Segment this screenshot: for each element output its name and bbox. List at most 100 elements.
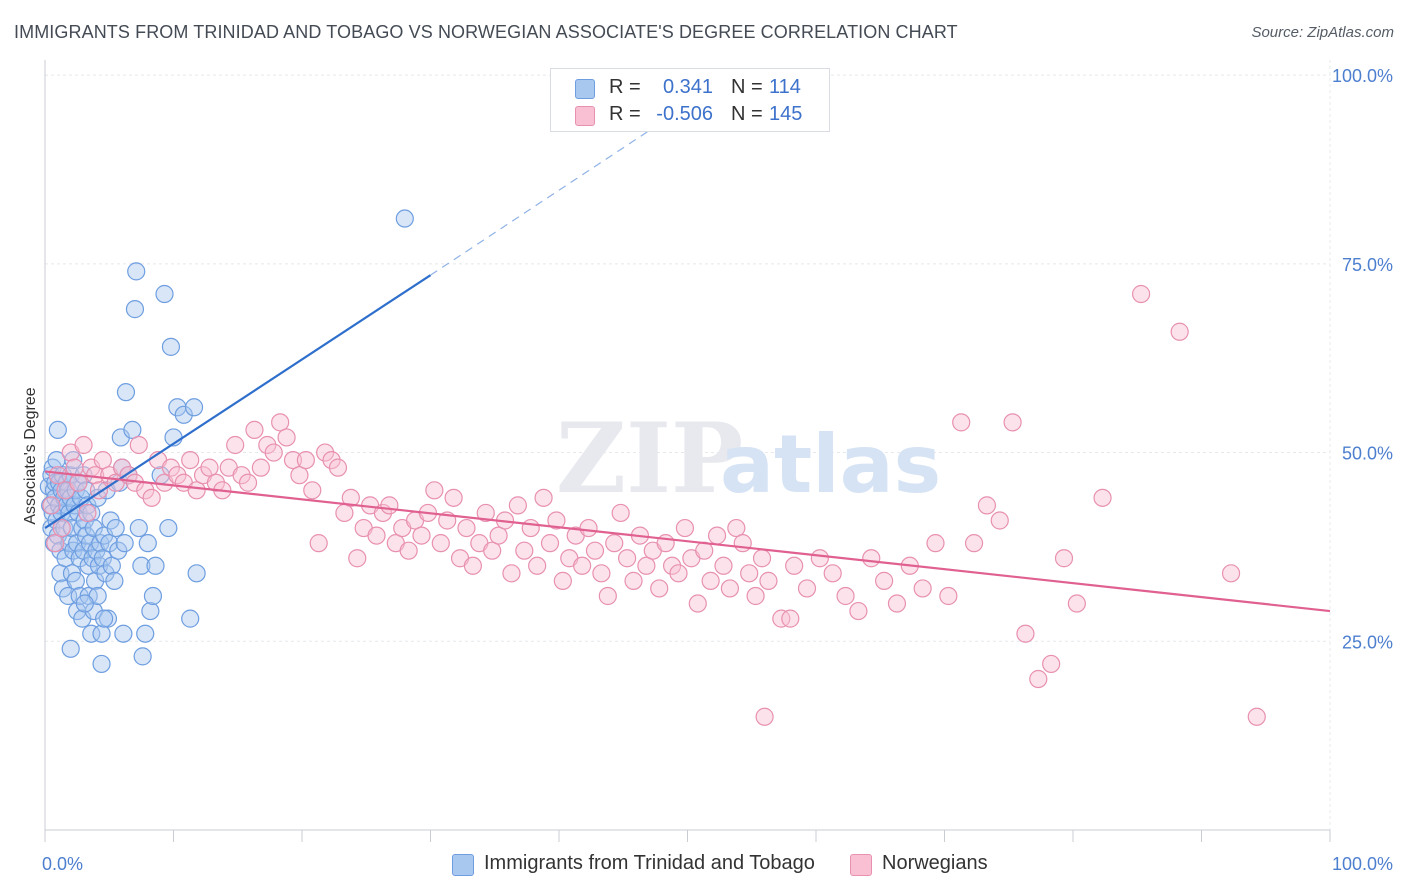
point-norwegian — [585, 541, 605, 560]
point-trinidad — [84, 518, 103, 538]
point-norwegian — [1132, 284, 1151, 304]
point-norwegian — [746, 586, 765, 606]
point-norwegian — [990, 511, 1009, 530]
point-trinidad — [86, 571, 105, 590]
point-norwegian — [810, 549, 829, 568]
point-trinidad — [82, 503, 101, 523]
point-norwegian — [348, 549, 367, 568]
point-norwegian — [168, 466, 187, 485]
point-trinidad — [125, 300, 145, 319]
source-credit: Source: ZipAtlas.com — [1251, 24, 1394, 41]
point-norwegian — [463, 556, 483, 575]
point-norwegian — [752, 549, 772, 568]
point-trinidad — [181, 609, 200, 628]
point-norwegian — [573, 556, 592, 575]
point-trinidad — [116, 383, 136, 402]
point-trinidad — [141, 601, 160, 621]
y-tick-label: 100.0% — [1332, 66, 1393, 86]
point-norwegian — [939, 586, 958, 606]
point-norwegian — [309, 534, 328, 553]
x-tick-label: 0.0% — [42, 854, 83, 874]
point-trinidad — [56, 549, 75, 568]
y-tick-label: 75.0% — [1342, 255, 1393, 275]
point-norwegian — [624, 571, 643, 590]
point-trinidad — [133, 647, 152, 666]
point-trinidad — [123, 420, 142, 440]
y-axis-label: Associate's Degree — [22, 387, 39, 524]
trend-line-norwegian — [44, 470, 1331, 613]
point-norwegian — [964, 534, 984, 553]
point-norwegian — [618, 549, 637, 568]
point-norwegian — [650, 579, 669, 598]
point-norwegian — [129, 435, 148, 455]
point-norwegian — [74, 435, 93, 455]
point-trinidad — [98, 609, 118, 628]
point-norwegian — [740, 564, 759, 583]
point-norwegian — [662, 556, 682, 575]
point-norwegian — [759, 571, 778, 590]
point-norwegian — [1170, 322, 1189, 341]
point-norwegian — [579, 518, 598, 538]
point-norwegian — [1016, 624, 1035, 643]
point-trinidad — [187, 564, 206, 583]
legend-swatch-trinidad — [575, 79, 595, 99]
point-norwegian — [277, 428, 296, 447]
point-norwegian — [367, 526, 386, 545]
point-trinidad — [129, 518, 148, 538]
point-trinidad — [80, 534, 100, 553]
point-trinidad — [146, 556, 165, 575]
point-norwegian — [341, 488, 360, 507]
point-norwegian — [46, 534, 65, 553]
legend-n-label: N = — [731, 103, 763, 125]
series-trinidad-points — [39, 209, 414, 674]
legend-r-label: R = — [609, 76, 641, 98]
point-trinidad — [395, 209, 414, 228]
point-norwegian — [952, 413, 971, 432]
point-norwegian — [238, 473, 258, 492]
point-norwegian — [534, 488, 553, 507]
point-norwegian — [720, 579, 740, 598]
point-norwegian — [785, 556, 804, 575]
point-norwegian — [714, 556, 733, 575]
point-norwegian — [483, 541, 502, 560]
point-trinidad — [155, 284, 174, 304]
point-trinidad — [159, 518, 178, 538]
watermark: ZIP atlas — [556, 402, 941, 515]
point-norwegian — [823, 564, 842, 583]
legend-label-trinidad: Immigrants from Trinidad and Tobago — [484, 852, 815, 874]
point-norwegian — [181, 450, 200, 470]
point-norwegian — [1093, 488, 1112, 507]
point-norwegian — [264, 443, 283, 462]
point-trinidad — [138, 534, 157, 553]
axes — [44, 60, 1331, 842]
point-trinidad — [109, 541, 128, 560]
point-norwegian — [1054, 549, 1074, 568]
correlation-legend: R = 0.341 N = 114 R = -0.506 N = 145 — [550, 68, 830, 132]
point-norwegian — [1221, 564, 1241, 583]
point-norwegian — [1029, 669, 1048, 689]
point-norwegian — [142, 488, 161, 507]
point-norwegian — [637, 556, 656, 575]
legend-swatch-norwegian — [850, 854, 872, 876]
point-norwegian — [669, 564, 688, 583]
legend-row-norwegian: R = -0.506 N = 145 — [551, 101, 829, 127]
point-norwegian — [245, 420, 264, 440]
point-norwegian — [598, 586, 617, 606]
point-trinidad — [66, 571, 85, 590]
point-norwegian — [553, 571, 572, 590]
point-norwegian — [457, 518, 476, 538]
point-norwegian — [93, 450, 112, 470]
point-norwegian — [258, 435, 277, 455]
point-norwegian — [303, 481, 322, 500]
point-norwegian — [232, 466, 251, 485]
point-norwegian — [926, 534, 945, 553]
point-norwegian — [1042, 654, 1061, 674]
point-trinidad — [92, 624, 111, 643]
point-norwegian — [476, 503, 495, 523]
legend-r-value: -0.506 — [656, 103, 713, 125]
point-norwegian — [187, 481, 206, 500]
point-norwegian — [547, 511, 566, 530]
point-trinidad — [102, 556, 121, 575]
point-norwegian — [755, 707, 774, 726]
legend-label-norwegian: Norwegians — [882, 852, 988, 874]
